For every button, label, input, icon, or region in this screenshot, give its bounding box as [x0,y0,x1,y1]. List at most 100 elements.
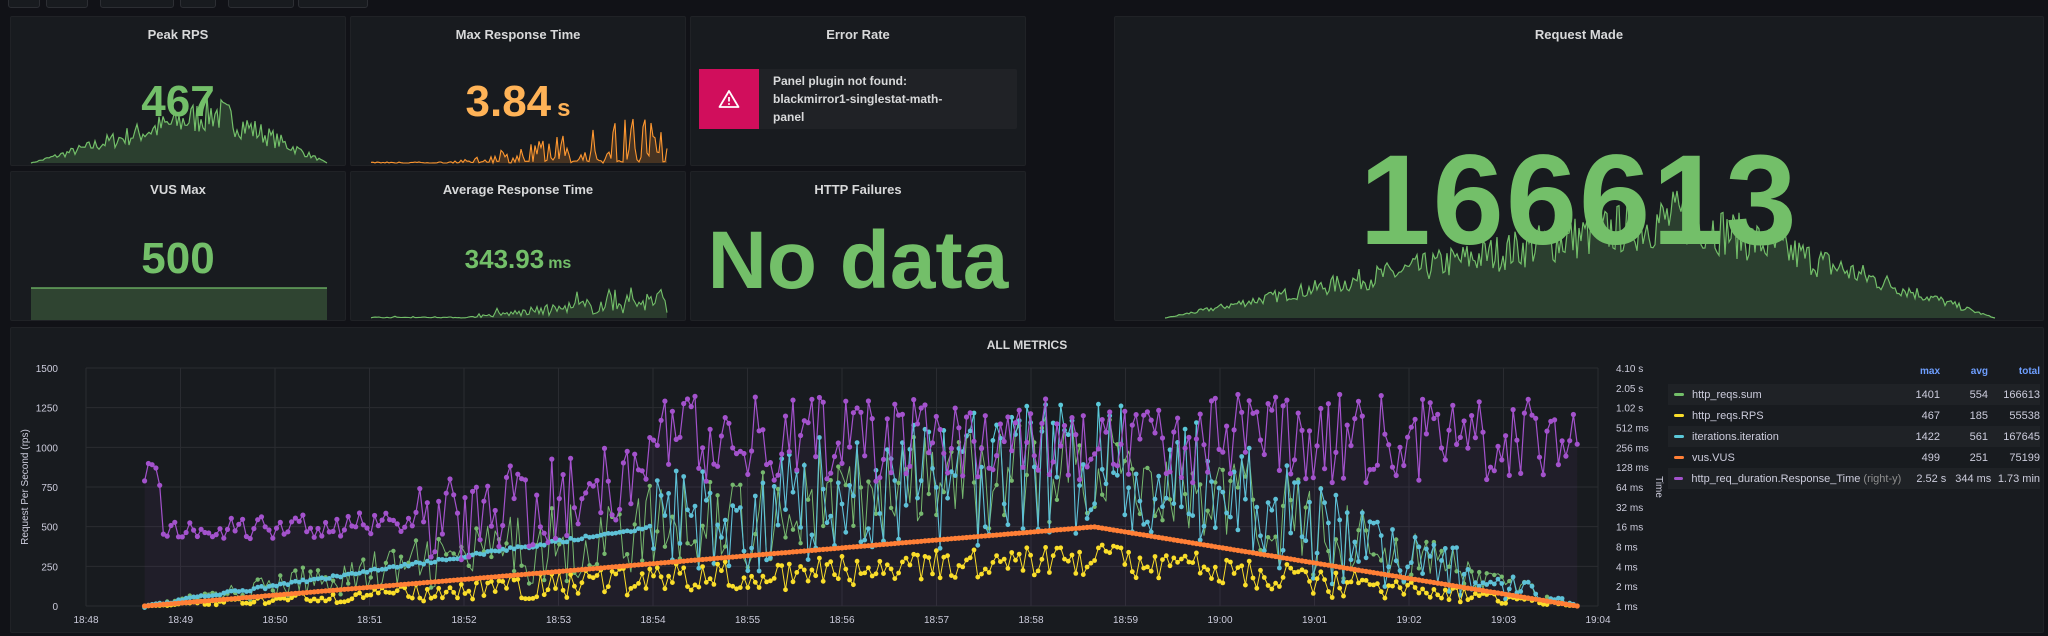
data-point [636,526,641,531]
data-point [191,594,197,600]
data-point [266,584,272,589]
data-point [1499,574,1505,579]
data-point [703,478,709,484]
data-point [1310,475,1316,481]
toolbar-button[interactable] [8,0,40,8]
data-point [338,599,343,605]
x-tick-label: 18:56 [829,615,854,626]
data-point [398,554,404,559]
data-point [933,537,939,543]
data-point [666,573,671,579]
data-point [458,577,464,583]
data-point [1442,546,1448,551]
data-point [839,545,845,551]
data-point [1340,475,1347,481]
data-point [1284,562,1290,567]
data-point [975,542,981,548]
data-point [662,544,668,549]
legend-header: max avg total [1668,366,2040,384]
data-point [1084,564,1090,570]
data-point [952,575,958,580]
toolbar-button[interactable] [298,0,368,8]
data-point [896,480,901,486]
data-point [504,548,509,553]
legend-row[interactable]: iterations.iteration 1422 561 167645 [1668,426,2040,447]
legend-header-total[interactable]: total [2018,366,2040,377]
legend-avg-value: 554 [1969,388,1988,401]
data-point [711,582,717,587]
data-point [1216,578,1222,584]
data-point [289,591,295,597]
sparkline-area [371,287,667,318]
data-point [293,578,298,584]
data-point [1099,417,1105,423]
data-point [1307,499,1312,505]
toolbar-button[interactable] [228,0,294,8]
data-point [583,490,589,496]
data-point [1412,585,1418,590]
data-point [1397,444,1403,450]
data-point [696,465,702,471]
legend-row[interactable]: http_reqs.sum 1401 554 166613 [1668,384,2040,405]
data-point [387,590,392,595]
http-failures-panel[interactable]: HTTP Failures No data [690,171,1026,321]
data-point [1322,500,1327,506]
data-point [202,529,208,536]
data-point [858,539,864,545]
data-point [481,593,487,598]
data-point [937,575,943,581]
data-point [1129,569,1135,575]
legend-swatch [1674,435,1684,438]
legend-row[interactable]: vus.VUS 499 251 75199 [1668,447,2040,468]
data-point [881,571,886,576]
legend-total-value: 55538 [2009,409,2040,422]
data-point [696,584,702,590]
data-point [1126,549,1131,555]
data-point [1118,545,1124,551]
toolbar-button[interactable] [180,0,216,8]
data-point [613,530,619,536]
data-point [1080,462,1086,467]
sparkline-line [30,95,328,164]
request-made-panel[interactable]: Request Made 166613 [1114,16,2044,321]
data-point [311,589,317,595]
data-point [771,484,777,489]
max-response-time-panel[interactable]: Max Response Time 3.84 s [350,16,686,166]
legend-max-value: 1401 [1915,388,1940,401]
data-point [391,548,396,554]
data-point [1461,418,1467,424]
data-point [560,587,566,593]
data-point [213,597,219,603]
data-point [1420,586,1425,592]
data-point [1363,555,1369,561]
y-right-tick-label: 64 ms [1616,483,1643,494]
data-point [447,577,453,584]
legend-row[interactable]: http_req_duration.Response_Time (right-y… [1668,468,2040,489]
data-point [707,479,713,485]
toolbar-button[interactable] [46,0,88,8]
data-point [489,579,494,584]
data-point [643,476,649,482]
data-point [1077,483,1082,488]
legend-header-max[interactable]: max [1919,366,1940,377]
avg-response-time-panel[interactable]: Average Response Time 343.93 ms [350,171,686,321]
toolbar-button[interactable] [100,0,174,8]
data-point [326,596,332,602]
peak-rps-panel[interactable]: Peak RPS 467 [10,16,346,166]
data-point [945,553,950,559]
legend-header-avg[interactable]: avg [1970,366,1988,377]
data-point [1235,527,1241,533]
data-point [651,546,656,552]
error-rate-panel[interactable]: Error Rate Panel plugin not found: black… [690,16,1026,166]
data-point [1250,575,1256,581]
data-point [1212,525,1218,531]
legend-row[interactable]: http_reqs.RPS 467 185 55538 [1668,405,2040,426]
data-point [1163,553,1169,559]
data-point [1160,557,1165,562]
data-point [394,582,400,588]
data-point [1374,462,1380,468]
vus-max-panel[interactable]: VUS Max 500 [10,171,346,321]
data-point [835,576,841,582]
data-point [1446,589,1452,594]
